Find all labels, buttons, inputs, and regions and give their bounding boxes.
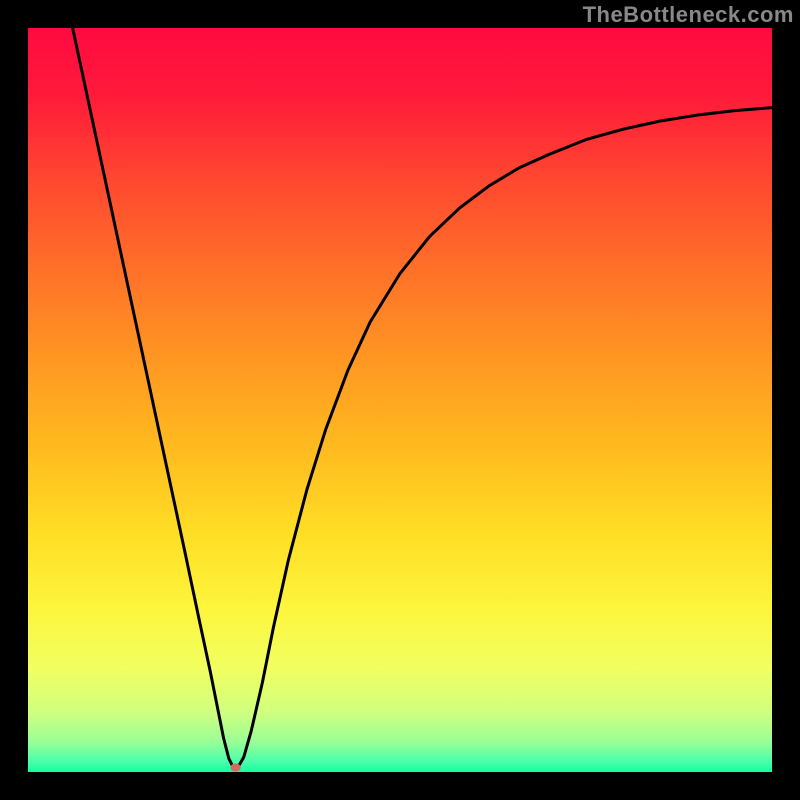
plot-background bbox=[28, 28, 772, 772]
watermark-text: TheBottleneck.com bbox=[583, 2, 794, 28]
optimal-point-marker bbox=[230, 763, 240, 771]
plot-svg bbox=[28, 28, 772, 772]
plot-area bbox=[28, 28, 772, 772]
outer-frame: TheBottleneck.com bbox=[0, 0, 800, 800]
